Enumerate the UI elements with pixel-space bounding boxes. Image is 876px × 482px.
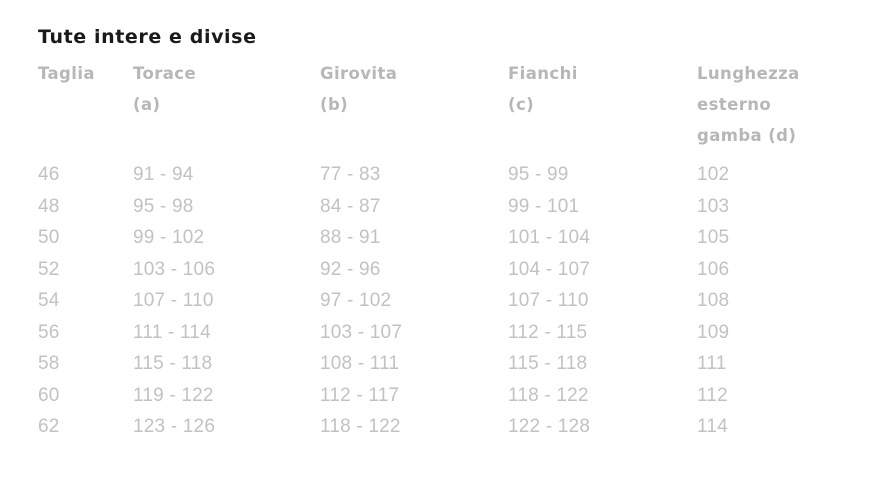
table-row: 56 111 - 114 103 - 107 112 - 115 109 — [38, 317, 858, 349]
cell-fianchi: 112 - 115 — [508, 321, 588, 343]
cell-torace: 99 - 102 — [133, 227, 205, 248]
cell-lunghezza: 103 — [697, 195, 730, 217]
table-row: 52 103 - 106 92 - 96 104 - 107 106 — [38, 254, 858, 286]
table-body: 46 91 - 94 77 - 83 95 - 99 102 48 95 - 9… — [38, 159, 858, 443]
cell-taglia: 52 — [38, 258, 60, 280]
cell-girovita: 112 - 117 — [320, 384, 400, 406]
column-header-girovita-line3: (b) — [320, 95, 349, 114]
cell-girovita: 97 - 102 — [320, 290, 392, 311]
cell-taglia: 60 — [38, 384, 60, 406]
cell-lunghezza: 112 — [697, 384, 728, 406]
cell-torace: 123 - 126 — [133, 416, 216, 437]
table-row: 48 95 - 98 84 - 87 99 - 101 103 — [38, 191, 858, 223]
column-header-lunghezza-line2: esterno — [697, 95, 772, 114]
table-row: 58 115 - 118 108 - 111 115 - 118 111 — [38, 348, 858, 380]
cell-lunghezza: 106 — [697, 258, 730, 280]
cell-torace: 103 - 106 — [133, 258, 216, 280]
column-header-taglia: Taglia — [38, 58, 133, 159]
cell-taglia: 48 — [38, 195, 60, 217]
page-title: Tute intere e divise — [38, 26, 257, 48]
cell-girovita: 77 - 83 — [320, 164, 381, 185]
cell-torace: 95 - 98 — [133, 195, 194, 217]
cell-fianchi: 107 - 110 — [508, 290, 589, 311]
column-header-lunghezza-line3: gamba (d) — [697, 126, 797, 145]
column-header-lunghezza-line1: Lunghezza — [697, 64, 800, 83]
table-row: 60 119 - 122 112 - 117 118 - 122 112 — [38, 380, 858, 412]
size-table-container: Taglia Torace (a) Girovita (b) — [38, 58, 858, 443]
cell-taglia: 56 — [38, 321, 60, 343]
cell-lunghezza: 111 — [697, 353, 727, 374]
cell-lunghezza: 114 — [697, 416, 728, 437]
cell-fianchi: 122 - 128 — [508, 416, 591, 437]
column-header-fianchi-line3: (c) — [508, 95, 535, 114]
table-row: 62 123 - 126 118 - 122 122 - 128 114 — [38, 411, 858, 443]
cell-taglia: 62 — [38, 416, 60, 437]
cell-girovita: 118 - 122 — [320, 416, 401, 437]
table-header: Taglia Torace (a) Girovita (b) — [38, 58, 858, 159]
column-header-girovita-line1: Girovita — [320, 64, 398, 83]
cell-girovita: 92 - 96 — [320, 258, 381, 280]
cell-fianchi: 101 - 104 — [508, 227, 591, 248]
column-header-torace-line1: Torace — [133, 64, 197, 83]
cell-torace: 115 - 118 — [133, 353, 213, 374]
cell-fianchi: 95 - 99 — [508, 164, 569, 185]
cell-lunghezza: 108 — [697, 290, 730, 311]
cell-taglia: 46 — [38, 164, 60, 185]
cell-taglia: 54 — [38, 290, 60, 311]
column-header-fianchi-line1: Fianchi — [508, 64, 578, 83]
column-header-torace-line3: (a) — [133, 95, 161, 114]
cell-fianchi: 115 - 118 — [508, 353, 588, 374]
column-header-taglia-line1: Taglia — [38, 64, 95, 83]
table-row: 46 91 - 94 77 - 83 95 - 99 102 — [38, 159, 858, 191]
column-header-torace: Torace (a) — [133, 58, 320, 159]
cell-girovita: 103 - 107 — [320, 321, 403, 343]
table-row: 50 99 - 102 88 - 91 101 - 104 105 — [38, 222, 858, 254]
cell-taglia: 50 — [38, 227, 60, 248]
cell-fianchi: 118 - 122 — [508, 384, 589, 406]
column-header-fianchi: Fianchi (c) — [508, 58, 697, 159]
cell-lunghezza: 105 — [697, 227, 730, 248]
cell-torace: 107 - 110 — [133, 290, 214, 311]
cell-taglia: 58 — [38, 353, 60, 374]
cell-fianchi: 99 - 101 — [508, 195, 580, 217]
cell-girovita: 88 - 91 — [320, 227, 381, 248]
table-header-row: Taglia Torace (a) Girovita (b) — [38, 58, 858, 159]
cell-lunghezza: 102 — [697, 164, 730, 185]
cell-torace: 111 - 114 — [133, 321, 211, 343]
cell-girovita: 84 - 87 — [320, 195, 381, 217]
table-row: 54 107 - 110 97 - 102 107 - 110 108 — [38, 285, 858, 317]
cell-torace: 119 - 122 — [133, 384, 214, 406]
column-header-lunghezza: Lunghezza esterno gamba (d) — [697, 58, 858, 159]
cell-torace: 91 - 94 — [133, 164, 194, 185]
column-header-girovita: Girovita (b) — [320, 58, 508, 159]
size-chart-table: Taglia Torace (a) Girovita (b) — [38, 58, 858, 443]
cell-lunghezza: 109 — [697, 321, 730, 343]
cell-girovita: 108 - 111 — [320, 353, 400, 374]
cell-fianchi: 104 - 107 — [508, 258, 591, 280]
